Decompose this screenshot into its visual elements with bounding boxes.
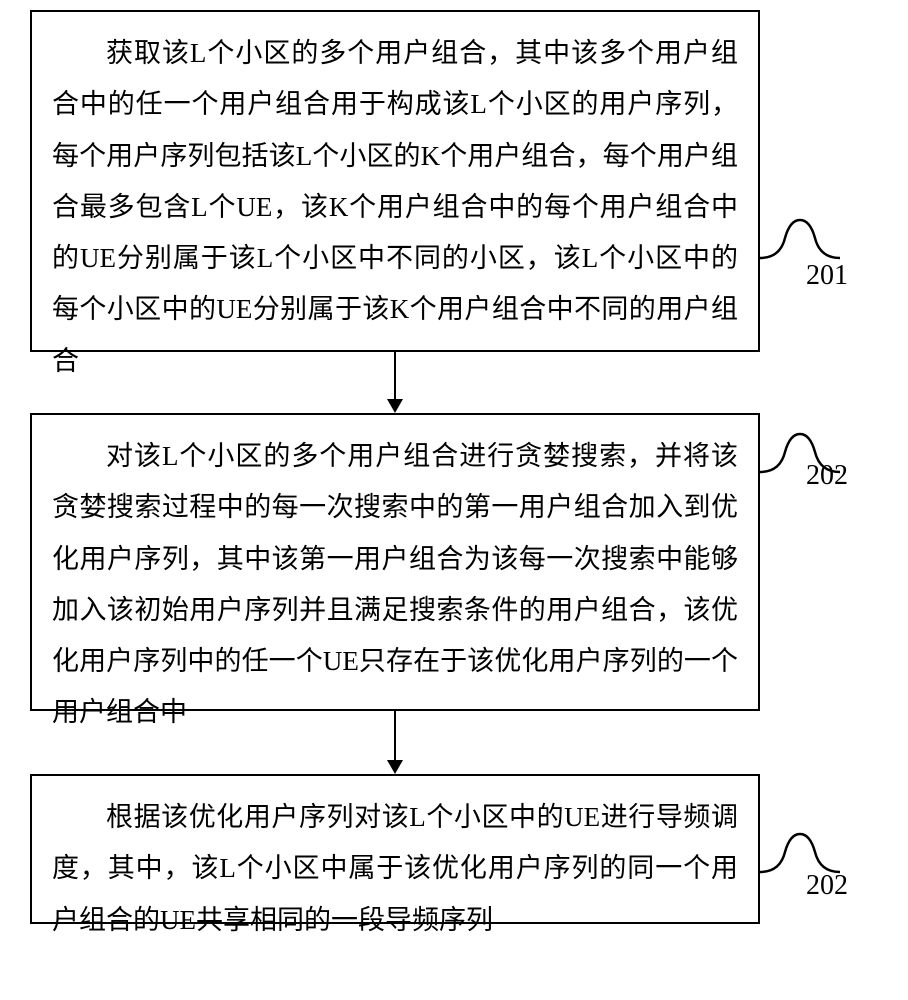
label-202b: 202 bbox=[806, 870, 848, 902]
box-202-text: 对该L个小区的多个用户组合进行贪婪搜索，并将该贪婪搜索过程中的每一次搜索中的第一… bbox=[52, 431, 738, 739]
flow-box-202: 对该L个小区的多个用户组合进行贪婪搜索，并将该贪婪搜索过程中的每一次搜索中的第一… bbox=[30, 413, 760, 711]
flowchart-container: 获取该L个小区的多个用户组合，其中该多个用户组合中的任一个用户组合用于构成该L个… bbox=[0, 0, 908, 1000]
arrow-1-line bbox=[394, 352, 396, 399]
label-202a: 202 bbox=[806, 460, 848, 492]
arrow-1-head bbox=[387, 399, 403, 413]
arrow-2-line bbox=[394, 711, 396, 760]
box-203-text: 根据该优化用户序列对该L个小区中的UE进行导频调度，其中，该L个小区中属于该优化… bbox=[52, 792, 738, 946]
arrow-2-head bbox=[387, 760, 403, 774]
arrow-1 bbox=[387, 352, 403, 413]
flow-box-201: 获取该L个小区的多个用户组合，其中该多个用户组合中的任一个用户组合用于构成该L个… bbox=[30, 10, 760, 352]
flow-box-203: 根据该优化用户序列对该L个小区中的UE进行导频调度，其中，该L个小区中属于该优化… bbox=[30, 774, 760, 924]
label-201: 201 bbox=[806, 260, 848, 292]
arrow-2 bbox=[387, 711, 403, 774]
box-201-text: 获取该L个小区的多个用户组合，其中该多个用户组合中的任一个用户组合用于构成该L个… bbox=[52, 28, 738, 387]
